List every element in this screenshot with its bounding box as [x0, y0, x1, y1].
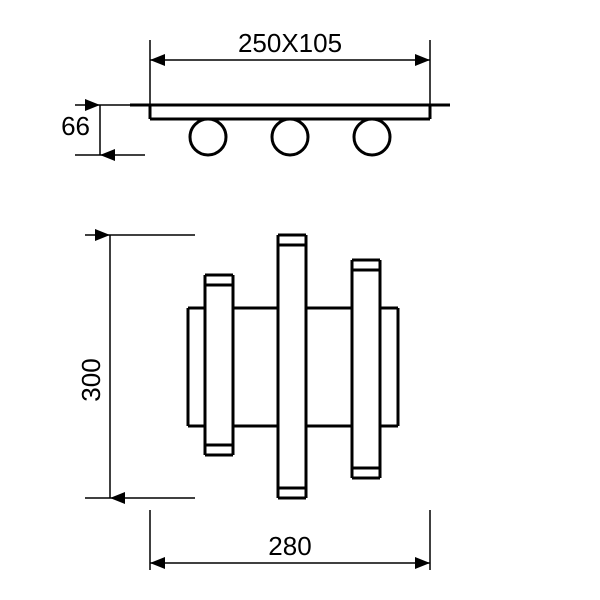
top-view: 250X105 66: [61, 28, 450, 155]
tube-2: [278, 235, 306, 498]
dim-front-height: 300: [76, 358, 106, 401]
technical-drawing: 250X105 66 300 280: [0, 0, 600, 600]
dim-top-width: 250X105: [238, 28, 342, 58]
dim-top-height: 66: [61, 111, 90, 141]
front-view: 300 280: [76, 235, 430, 570]
tube-1: [205, 275, 233, 455]
tube-3: [352, 260, 380, 478]
dim-front-width: 280: [268, 531, 311, 561]
